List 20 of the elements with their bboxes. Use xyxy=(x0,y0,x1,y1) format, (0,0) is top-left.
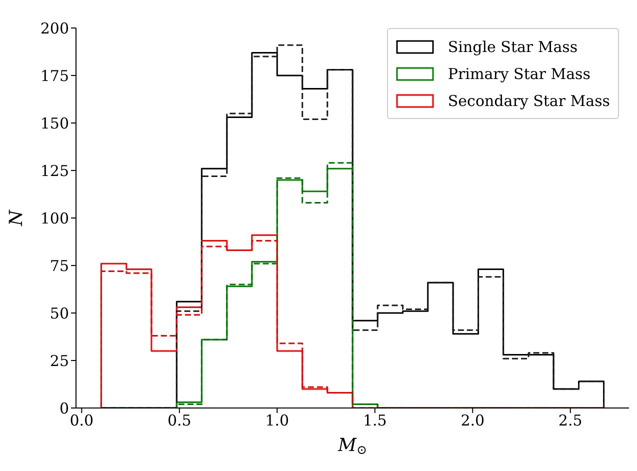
x-tick-label: 2.0 xyxy=(460,412,485,430)
x-tick-label: 1.5 xyxy=(362,412,387,430)
y-tick-label: 125 xyxy=(40,162,69,180)
y-tick-label: 75 xyxy=(50,256,69,275)
y-tick-label: 0 xyxy=(59,399,69,418)
y-tick-label: 100 xyxy=(40,209,69,228)
y-tick-label: 25 xyxy=(50,352,69,370)
y-tick-label: 175 xyxy=(40,66,69,85)
y-tick-label: 150 xyxy=(40,114,69,132)
x-tick-label: 0.5 xyxy=(167,412,192,430)
y-axis-title: N xyxy=(6,208,27,227)
x-tick-label: 1.0 xyxy=(265,412,290,430)
x-axis-title: M$_{⊙}$ xyxy=(337,435,367,458)
legend-label: Primary Star Mass xyxy=(448,64,590,82)
y-tick-label: 50 xyxy=(50,304,69,322)
y-tick-label: 200 xyxy=(40,19,69,38)
x-tick-label: 2.5 xyxy=(558,412,582,430)
x-tick-label: 0.0 xyxy=(70,412,94,430)
legend-label: Secondary Star Mass xyxy=(448,92,610,110)
legend-label: Single Star Mass xyxy=(448,38,578,56)
